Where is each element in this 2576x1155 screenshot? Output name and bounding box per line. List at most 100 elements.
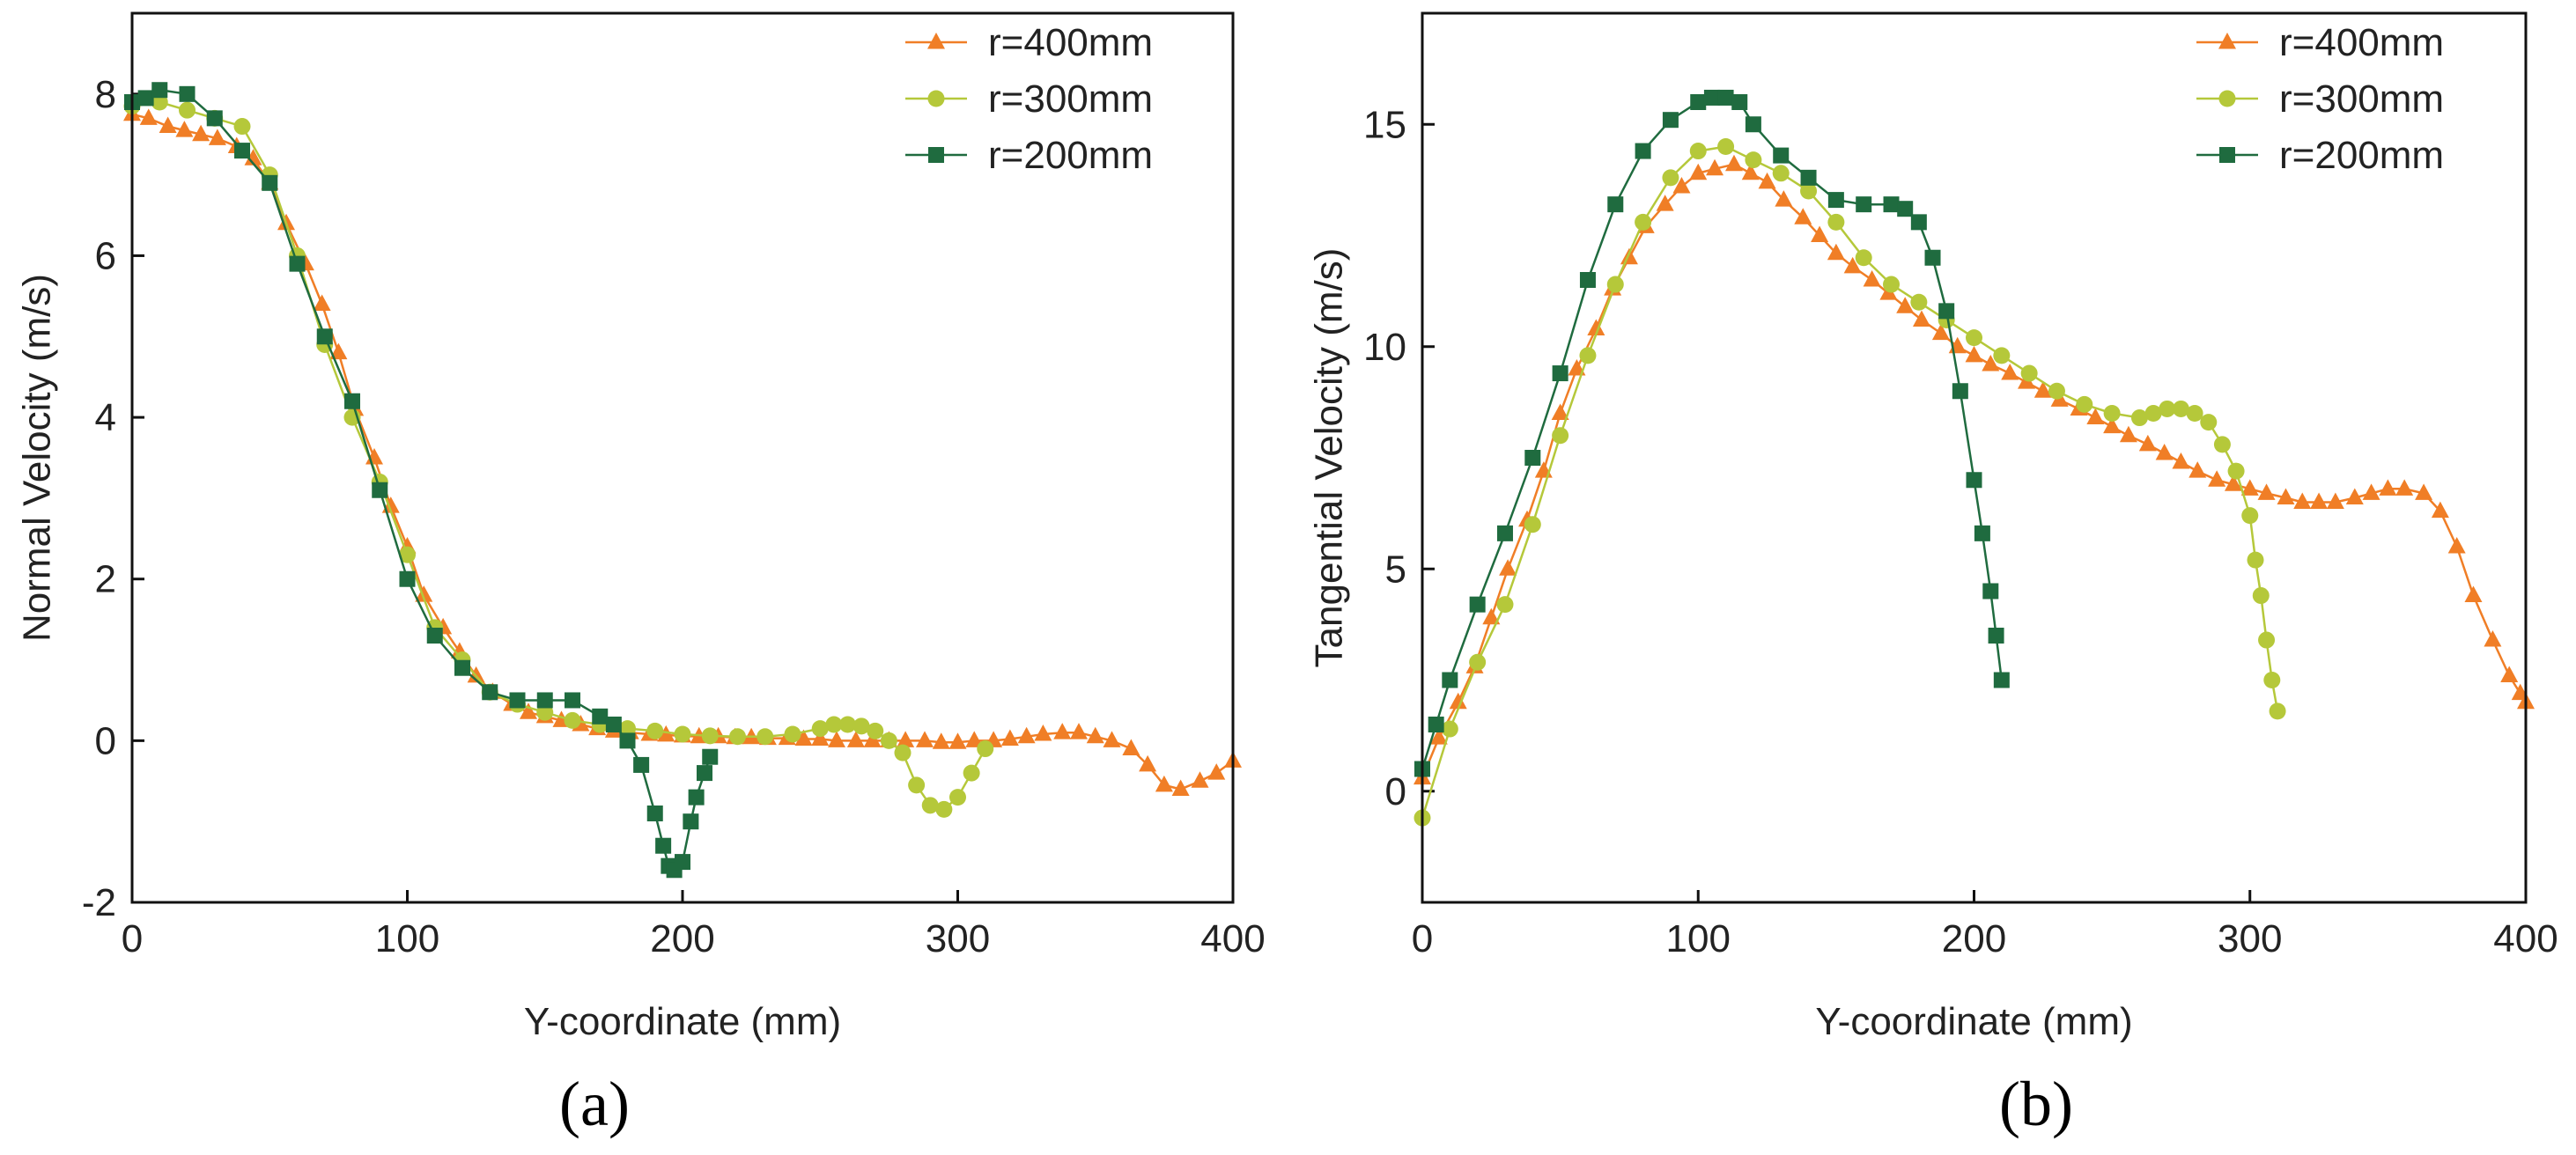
chart-b-legend-marker-r-200mm	[2219, 147, 2235, 163]
chart-b-x-tick-label: 300	[2218, 917, 2282, 960]
chart-b-point-r-300mm	[2213, 436, 2231, 453]
chart-a-point-r-300mm	[894, 744, 912, 761]
chart-a-point-r-400mm	[1000, 729, 1019, 747]
chart-a-point-r-200mm	[688, 789, 705, 806]
chart-a-point-r-300mm	[757, 728, 774, 746]
chart-a-point-r-400mm	[1207, 763, 1226, 780]
chart-a-point-r-400mm	[1171, 779, 1190, 796]
chart-b-point-r-400mm	[1499, 559, 1517, 576]
chart-b-point-r-200mm	[1938, 303, 1955, 320]
chart-a-point-r-400mm	[657, 725, 675, 742]
chart-a-plot-frame	[130, 11, 1235, 904]
chart-a-point-r-300mm	[825, 716, 843, 733]
chart-a-point-r-300mm	[949, 789, 966, 806]
chart-b-point-r-300mm	[2103, 405, 2121, 422]
chart-b-point-r-200mm	[1717, 89, 1734, 106]
chart-a-point-r-200mm	[633, 756, 650, 773]
chart-tangential-velocity: 0 100 200 300 400 0 5 10 15 r=400mm r=300mm r=200m…	[1308, 11, 2558, 1043]
chart-a-point-r-300mm	[784, 725, 801, 743]
chart-b-point-r-400mm	[2326, 492, 2344, 509]
chart-b-point-r-400mm	[1912, 310, 1930, 327]
chart-b-point-r-400mm	[1863, 270, 1881, 287]
chart-a-point-r-400mm	[1034, 725, 1052, 741]
chart-a-point-r-400mm	[1017, 726, 1036, 744]
chart-b-point-r-400mm	[1843, 256, 1862, 274]
chart-a-point-r-400mm	[159, 116, 177, 134]
chart-a-point-r-300mm	[674, 725, 691, 743]
chart-a-point-r-300mm	[963, 764, 980, 782]
chart-b-x-axis-label: Y-coordinate (mm)	[1815, 1000, 2132, 1043]
chart-a-point-r-300mm	[867, 722, 884, 739]
chart-b-point-r-400mm	[1724, 154, 1743, 172]
chart-b-point-r-300mm	[1662, 169, 1679, 187]
chart-b-point-r-400mm	[1794, 208, 1812, 224]
chart-b-legend: r=400mm r=300mm r=200mm	[2196, 21, 2444, 177]
chart-b-point-r-200mm	[1974, 525, 1990, 541]
chart-b-point-r-300mm	[2258, 631, 2276, 649]
chart-b-point-r-400mm	[1620, 247, 1638, 265]
chart-a-y-tick-label: 0	[95, 719, 116, 762]
chart-b-point-r-300mm	[1579, 347, 1597, 364]
chart-b-point-r-200mm	[1469, 596, 1486, 613]
chart-a-point-r-200mm	[289, 255, 306, 272]
chart-b-point-r-300mm	[1524, 516, 1541, 533]
chart-a-point-r-200mm	[565, 692, 580, 709]
chart-b-point-r-400mm	[2240, 479, 2259, 496]
chart-b-point-r-400mm	[2224, 475, 2242, 491]
chart-b-legend-marker-r-300mm	[2218, 90, 2236, 107]
chart-b-point-r-400mm	[1827, 243, 1845, 261]
chart-b-point-r-400mm	[2484, 630, 2502, 647]
chart-b-point-r-200mm	[1910, 214, 1927, 231]
chart-b-point-r-400mm	[2257, 483, 2276, 500]
chart-a-point-r-200mm	[655, 837, 672, 854]
chart-a-point-r-300mm	[880, 732, 897, 749]
chart-b-point-r-400mm	[2464, 585, 2483, 603]
chart-b-point-r-300mm	[2020, 364, 2038, 382]
chart-b-point-r-300mm	[2144, 405, 2162, 422]
chart-b-series-line-r-300mm	[1421, 145, 2279, 819]
chart-a-x-axis-label: Y-coordinate (mm)	[524, 1000, 841, 1043]
chart-a-point-r-200mm	[262, 174, 278, 191]
chart-b-point-r-200mm	[1496, 525, 1513, 541]
chart-b-point-r-400mm	[2293, 492, 2312, 509]
chart-b-point-r-200mm	[1883, 196, 1900, 213]
chart-a-y-tick-label: 4	[95, 396, 116, 439]
chart-a-legend-marker-r-400mm	[927, 33, 945, 49]
chart-b-point-r-300mm	[1469, 653, 1487, 671]
chart-a-point-r-300mm	[853, 717, 870, 735]
chart-a-point-r-400mm	[1122, 739, 1140, 756]
chart-b-point-r-400mm	[1689, 163, 1708, 180]
chart-b-point-r-400mm	[2395, 479, 2414, 496]
chart-a-point-r-400mm	[520, 703, 537, 719]
chart-b-point-r-200mm	[1966, 472, 1982, 489]
chart-b-point-r-200mm	[1690, 94, 1707, 110]
chart-b-legend-label-r-200mm: r=200mm	[2279, 134, 2444, 177]
panel-b-label: (b)	[1999, 1069, 2073, 1139]
chart-b-point-r-400mm	[2033, 381, 2052, 398]
chart-a-point-r-400mm	[313, 294, 331, 312]
chart-b-point-r-200mm	[1988, 628, 2004, 644]
chart-b-point-r-400mm	[2431, 501, 2449, 519]
chart-b-point-r-300mm	[1800, 182, 1818, 200]
chart-b-point-r-400mm	[1965, 345, 1983, 363]
chart-b-plot-frame	[1421, 11, 2528, 904]
chart-a-point-r-200mm	[179, 85, 196, 102]
chart-b-point-r-400mm	[1896, 297, 1915, 313]
chart-b-x-tick-label: 400	[2493, 917, 2558, 960]
chart-a-point-r-400mm	[329, 342, 348, 360]
chart-a-point-r-400mm	[897, 731, 915, 747]
chart-b-point-r-300mm	[1745, 151, 1762, 169]
chart-b-point-r-200mm	[1635, 143, 1651, 159]
chart-b-legend-label-r-400mm: r=400mm	[2279, 21, 2444, 64]
chart-a-point-r-300mm	[977, 740, 994, 758]
chart-a-y-axis-label: Normal Velocity (m/s)	[16, 274, 59, 642]
chart-b-point-r-300mm	[1606, 276, 1624, 293]
chart-b-point-r-300mm	[2241, 507, 2259, 525]
chart-a-point-r-400mm	[139, 108, 158, 125]
chart-b-point-r-300mm	[1635, 213, 1652, 231]
chart-b-point-r-400mm	[2119, 425, 2137, 443]
chart-b-y-axis-label: Tangential Velocity (m/s)	[1308, 248, 1351, 668]
chart-a-point-r-400mm	[828, 731, 845, 747]
